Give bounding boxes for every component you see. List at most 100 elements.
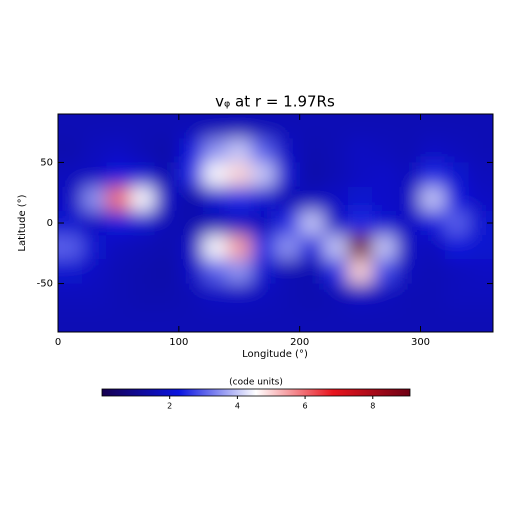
heatmap-cell — [323, 138, 349, 163]
heatmap-cell — [323, 307, 349, 332]
heatmap-cell — [251, 138, 276, 163]
heatmap-cell — [444, 186, 470, 212]
heatmap-cell — [468, 235, 493, 260]
heatmap-cell — [227, 138, 252, 163]
heatmap-cell — [106, 235, 131, 260]
plot-area — [58, 114, 493, 332]
heatmap-cell — [203, 283, 228, 309]
colorbar-label: (code units) — [229, 378, 283, 388]
heatmap-cell — [396, 235, 421, 260]
heatmap-cell — [178, 307, 204, 332]
heatmap-cell — [275, 114, 301, 139]
heatmap-cell — [348, 186, 373, 212]
heatmap-cell — [468, 138, 493, 163]
heatmap-cell — [203, 114, 228, 139]
heatmap-cell — [323, 186, 349, 212]
y-tick-label: -50 — [37, 279, 53, 290]
heatmap-cell — [251, 283, 276, 309]
heatmap-cell — [444, 259, 470, 285]
heatmap-cell — [323, 259, 349, 285]
y-axis-label: Latitude (°) — [17, 194, 28, 251]
heatmap-cell — [58, 114, 83, 139]
heatmap-cell — [251, 259, 276, 285]
heatmap-cell — [227, 307, 252, 332]
heatmap-cell — [203, 307, 228, 332]
heatmap-cell — [468, 114, 493, 139]
colorbar-tick-label: 2 — [167, 402, 172, 411]
heatmap-cell — [227, 235, 252, 260]
heatmap-cell — [154, 186, 180, 212]
heatmap-cell — [396, 307, 421, 332]
colorbar-tick-label: 6 — [303, 402, 308, 411]
heatmap-cell — [420, 235, 446, 260]
heatmap-cell — [299, 259, 325, 285]
heatmap-cell — [323, 114, 349, 139]
heatmap-cell — [130, 307, 156, 332]
heatmap-cell — [444, 138, 470, 163]
heatmap-cell — [420, 210, 446, 236]
heatmap-cell — [275, 283, 301, 309]
heatmap-cell — [154, 114, 180, 139]
heatmap-cell — [82, 162, 107, 188]
heatmap-cell — [106, 307, 131, 332]
heatmap-cell — [58, 138, 83, 163]
heatmap-cell — [58, 259, 83, 285]
colorbar-tick-label: 4 — [235, 402, 240, 411]
heatmap-cell — [323, 210, 349, 236]
heatmap-cell — [275, 138, 301, 163]
heatmap-cell — [82, 235, 107, 260]
x-tick-label: 200 — [290, 337, 309, 348]
heatmap-cell — [58, 307, 83, 332]
heatmap-cell — [203, 162, 228, 188]
chart-title: vᵩ at r = 1.97Rs — [215, 93, 335, 111]
heatmap-cell — [251, 162, 276, 188]
heatmap-cell — [420, 138, 446, 163]
heatmap-cell — [444, 235, 470, 260]
heatmap-cell — [372, 186, 397, 212]
heatmap-cell — [275, 307, 301, 332]
heatmap-cell — [348, 259, 373, 285]
heatmap-cell — [420, 259, 446, 285]
heatmap-cell — [275, 259, 301, 285]
heatmap-cell — [130, 283, 156, 309]
heatmap-cell — [82, 307, 107, 332]
heatmap-cell — [154, 235, 180, 260]
heatmap-cell — [348, 235, 373, 260]
heatmap-cell — [203, 235, 228, 260]
heatmap-cell — [203, 138, 228, 163]
heatmap-cell — [372, 114, 397, 139]
heatmap-cell — [299, 210, 325, 236]
heatmap-cell — [227, 259, 252, 285]
x-tick-label: 0 — [55, 337, 61, 348]
heatmap-cell — [130, 210, 156, 236]
heatmap-cell — [178, 283, 204, 309]
heatmap-cell — [468, 259, 493, 285]
heatmap-cell — [468, 162, 493, 188]
x-tick-label: 300 — [411, 337, 430, 348]
heatmap-cell — [106, 259, 131, 285]
heatmap-cell — [444, 307, 470, 332]
heatmap-cell — [203, 210, 228, 236]
heatmap-cell — [396, 210, 421, 236]
heatmap-cell — [58, 162, 83, 188]
heatmap-cell — [251, 186, 276, 212]
heatmap-cell — [178, 162, 204, 188]
heatmap-cell — [82, 138, 107, 163]
heatmap-cell — [130, 235, 156, 260]
heatmap-cell — [275, 210, 301, 236]
heatmap-cell — [82, 283, 107, 309]
heatmap-cell — [130, 259, 156, 285]
heatmap-cell — [154, 162, 180, 188]
heatmap-cell — [154, 307, 180, 332]
heatmap-cell — [178, 210, 204, 236]
heatmap-cell — [178, 186, 204, 212]
heatmap-cell — [420, 114, 446, 139]
heatmap-cell — [468, 186, 493, 212]
heatmap-cell — [444, 114, 470, 139]
heatmap-cell — [82, 259, 107, 285]
heatmap-cell — [106, 162, 131, 188]
heatmap-cell — [130, 138, 156, 163]
heatmap-cell — [444, 210, 470, 236]
heatmap-cell — [227, 210, 252, 236]
